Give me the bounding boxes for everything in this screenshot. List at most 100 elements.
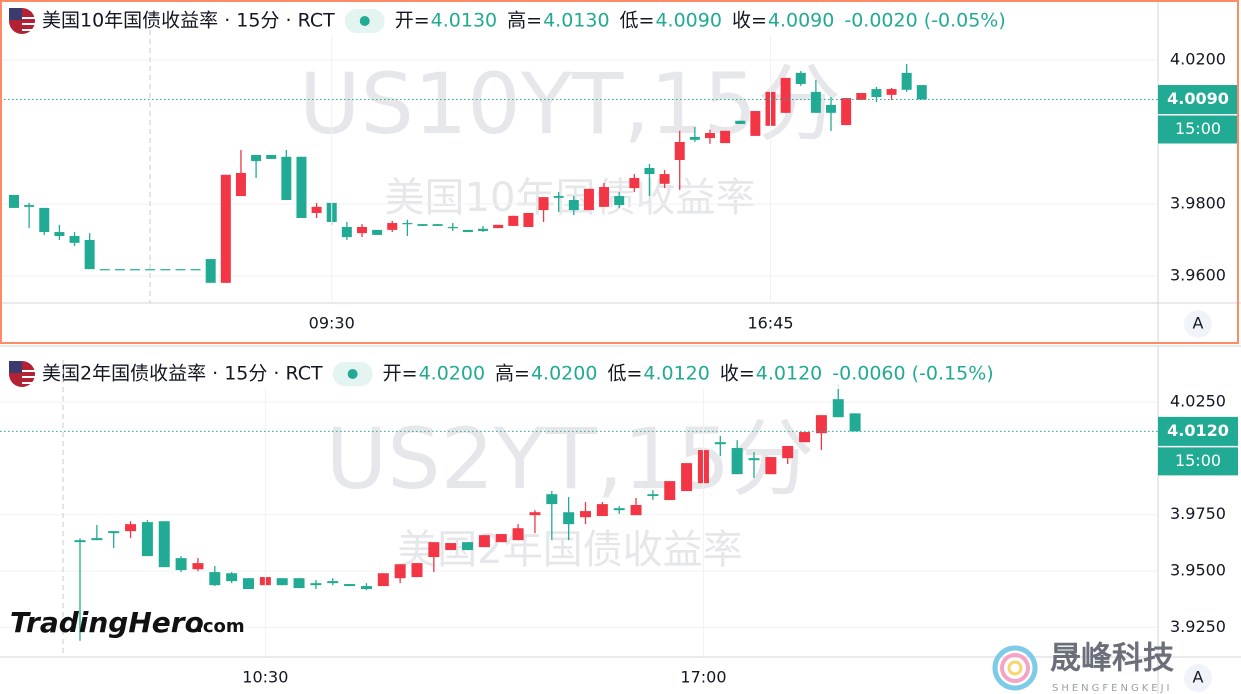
scale-button-label: A: [1193, 668, 1204, 687]
candle-body: [704, 133, 715, 139]
watermark: US10YT,15分: [299, 55, 841, 153]
logo-ring: [992, 645, 1038, 691]
candle-body: [647, 494, 659, 497]
scale-button[interactable]: [1184, 664, 1212, 692]
candle-body: [209, 572, 221, 586]
candle-body: [731, 448, 743, 475]
candle-body: [175, 558, 187, 571]
candle-body: [175, 269, 186, 271]
price-tag-label: 4.0120: [1167, 421, 1229, 440]
candle-body: [125, 524, 137, 532]
branding: TradingHero .com 晟峰科技 SHENGFENGKEJI: [10, 606, 1174, 694]
candle-body: [583, 188, 594, 211]
candle-body: [780, 77, 791, 113]
candle-body: [130, 269, 141, 271]
candle-body: [372, 229, 383, 235]
x-tick-label: 10:30: [242, 668, 288, 687]
candle-body: [192, 563, 204, 570]
candle-body: [9, 194, 19, 208]
countdown-label: 15:00: [1175, 119, 1221, 138]
chart-title: 美国10年国债收益率 · 15分 · RCT: [42, 10, 335, 32]
candle-body: [114, 269, 125, 271]
candle-body: [841, 98, 852, 126]
candle-body: [220, 174, 231, 283]
candle-body: [750, 111, 761, 136]
candle-body: [360, 586, 372, 589]
logo-ring: [1007, 660, 1023, 676]
candle-body: [281, 156, 292, 200]
legend-label: 高=: [507, 10, 542, 32]
legend-value: 4.0090: [655, 10, 721, 32]
candle-body: [243, 578, 254, 589]
flag-canton: [9, 8, 22, 20]
candle-body: [356, 227, 367, 234]
candle-body: [599, 187, 610, 207]
active-pane-frame: [0, 0, 1239, 344]
candle-body: [826, 104, 837, 113]
candle-body: [462, 542, 474, 551]
candle-body: [190, 269, 201, 271]
candle-body: [327, 581, 339, 584]
status-dot: [347, 369, 358, 379]
candle-body: [160, 269, 171, 271]
candle-body: [580, 511, 591, 518]
candle-body: [614, 196, 625, 206]
y-tick-label: 4.0250: [1170, 392, 1226, 411]
candle-body: [387, 223, 398, 230]
legend-label: 收=: [720, 363, 755, 385]
legend-value: 4.0120: [643, 363, 709, 385]
y-tick-label: 3.9500: [1170, 560, 1226, 579]
candle-body: [815, 415, 827, 434]
candle-body: [720, 130, 731, 144]
candle-body: [871, 89, 882, 97]
candle-body: [735, 120, 746, 125]
x-tick-label: 17:00: [680, 668, 726, 687]
logo-ring: [1000, 653, 1030, 683]
y-tick-label: 4.0200: [1170, 49, 1226, 68]
candle-body: [681, 463, 693, 492]
legend-change: -0.0060 (-0.15%): [832, 363, 993, 385]
legend-value: 4.0120: [756, 363, 822, 385]
candle-body: [714, 442, 726, 445]
legend-label: 开=: [383, 363, 418, 385]
header-bg: [4, 6, 1074, 36]
candle-body: [512, 528, 524, 541]
candle-body: [886, 89, 897, 95]
candle-body: [799, 432, 811, 443]
candle-body: [659, 174, 670, 184]
candle-body: [432, 224, 443, 226]
candle-body: [447, 227, 458, 229]
candle-body: [99, 269, 110, 271]
x-tick-label: 16:45: [747, 314, 793, 333]
legend-label: 高=: [495, 363, 530, 385]
candle-body: [394, 564, 406, 579]
candle-body: [629, 178, 640, 189]
candle-body: [495, 534, 507, 543]
status-dot: [359, 16, 370, 26]
candle-body: [69, 236, 80, 243]
y-tick-label: 3.9750: [1170, 504, 1226, 523]
logo-sub: SHENGFENGKEJI: [1052, 683, 1173, 694]
legend-label: 收=: [732, 10, 767, 32]
candle-body: [596, 504, 608, 517]
scale-button[interactable]: [1184, 310, 1212, 338]
candle-body: [74, 540, 86, 543]
watermark: 美国10年国债收益率: [385, 175, 756, 221]
candle-body: [644, 167, 655, 175]
countdown-tag: [1158, 115, 1238, 144]
candle-body: [782, 446, 794, 459]
candle-body: [674, 142, 685, 161]
candle-body: [226, 573, 238, 582]
y-tick-label: 3.9250: [1170, 617, 1226, 636]
brand-name: TradingHero: [10, 606, 204, 639]
candle-body: [293, 578, 305, 589]
candle-body: [901, 72, 912, 90]
candle-body: [856, 93, 867, 100]
candle-body: [141, 522, 153, 557]
candle-body: [523, 212, 534, 228]
candle-body: [145, 269, 156, 271]
price-tag: [1158, 416, 1238, 446]
candle-body: [428, 542, 440, 558]
